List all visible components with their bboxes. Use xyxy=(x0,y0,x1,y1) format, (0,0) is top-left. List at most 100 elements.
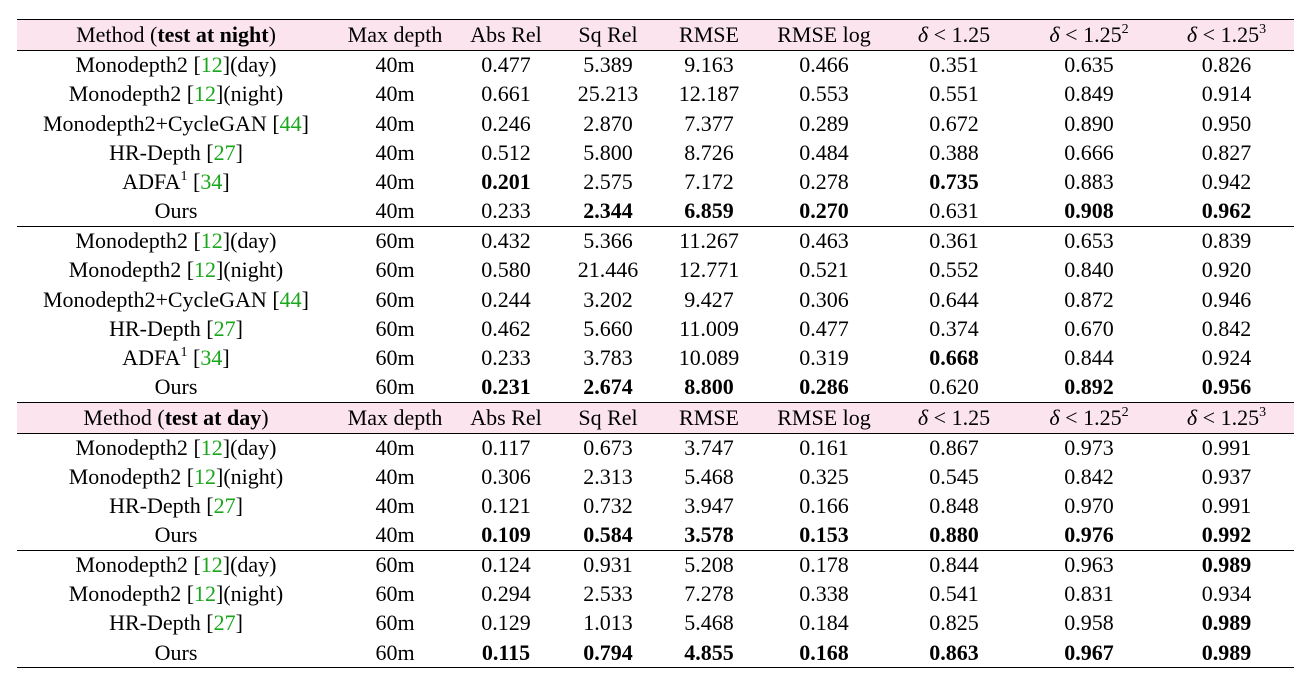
metric-value: 0.653 xyxy=(1064,228,1114,254)
metric-value: 0.989 xyxy=(1201,552,1252,578)
metric-value: 0.735 xyxy=(929,169,979,195)
metric-value: 25.213 xyxy=(577,81,639,107)
metric-value: 12.771 xyxy=(678,257,740,283)
metric-value: 0.914 xyxy=(1201,81,1252,107)
metric-value: 6.859 xyxy=(684,198,734,224)
method-cell: HR-Depth [27] xyxy=(109,493,243,519)
rmse-cell: 7.172 xyxy=(659,168,759,197)
max-depth-cell: 40m xyxy=(375,110,415,136)
rmse-log-cell: 0.289 xyxy=(759,109,889,138)
metric-value: 5.468 xyxy=(684,610,734,636)
metric-value: 0.115 xyxy=(481,639,531,665)
delta-symbol: δ xyxy=(917,404,929,430)
metric-value: 0.967 xyxy=(1064,639,1114,665)
metric-value: 2.870 xyxy=(583,110,633,136)
method-cell: Monodepth2 [12](night) xyxy=(68,257,284,283)
max-depth-cell: 60m xyxy=(375,228,415,254)
method-variant: (day) xyxy=(230,52,277,78)
method-cell: Monodepth2+CycleGAN [44] xyxy=(43,110,309,136)
metric-value: 0.635 xyxy=(1064,52,1114,78)
delta3-cell: 0.924 xyxy=(1159,343,1294,372)
delta2-cell: 0.976 xyxy=(1019,521,1159,550)
method-cell: ADFA1 [34] xyxy=(122,169,230,195)
test-condition-label: test at night xyxy=(157,22,269,47)
delta1-cell: 0.545 xyxy=(889,462,1019,491)
sq-rel-cell: 0.794 xyxy=(557,638,659,667)
method-cell: ADFA1 [34] xyxy=(122,345,230,371)
metric-value: 0.661 xyxy=(481,81,531,107)
table-row: HR-Depth [27] 60m 0.462 5.660 11.009 0.477 0.3… xyxy=(17,314,1294,343)
method-cell: HR-Depth [27] xyxy=(109,140,243,166)
abs-rel-cell: 0.477 xyxy=(455,51,557,80)
method-header: Method (test at night) xyxy=(17,20,335,51)
delta-exponent: 3 xyxy=(1259,22,1267,37)
method-cell: Ours xyxy=(17,373,335,402)
citation-link: 34 xyxy=(200,345,223,371)
rmse-cell: 12.771 xyxy=(659,256,759,285)
metric-value: 10.089 xyxy=(678,345,740,371)
metric-value: 0.920 xyxy=(1201,257,1252,283)
delta1-cell: 0.672 xyxy=(889,109,1019,138)
abs-rel-cell: 0.201 xyxy=(455,168,557,197)
metric-value: 0.129 xyxy=(481,610,531,636)
metric-value: 0.673 xyxy=(583,434,633,460)
citation-link: 12 xyxy=(200,552,223,578)
rmse-log-cell: 0.521 xyxy=(759,256,889,285)
results-table-body: Method (test at night) Max depth Abs Rel Sq… xyxy=(17,19,1294,668)
rmse-cell: 5.208 xyxy=(659,550,759,579)
metric-value: 0.946 xyxy=(1201,286,1252,312)
delta2-cell: 0.635 xyxy=(1019,51,1159,80)
method-cell: Monodepth2 [12](day) xyxy=(75,52,277,78)
rmse-log-cell: 0.477 xyxy=(759,314,889,343)
method-suffix: ) xyxy=(261,404,269,430)
header-row-night: Method (test at night) Max depth Abs Rel Sq… xyxy=(17,19,1294,51)
method-name: Monodepth2 xyxy=(68,81,187,107)
abs-rel-cell: 0.129 xyxy=(455,609,557,638)
citation-link: 12 xyxy=(200,228,223,254)
abs-rel-cell: 0.117 xyxy=(455,433,557,462)
method-cell: Monodepth2+CycleGAN [44] xyxy=(43,286,309,312)
metric-value: 3.202 xyxy=(583,286,633,312)
delta3-cell: 0.827 xyxy=(1159,138,1294,167)
delta1-cell: 0.551 xyxy=(889,80,1019,109)
citation-link: 27 xyxy=(213,315,236,341)
metric-value: 0.892 xyxy=(1064,374,1114,400)
delta3-cell: 0.839 xyxy=(1159,226,1294,255)
delta3-cell: 0.920 xyxy=(1159,256,1294,285)
metric-value: 0.970 xyxy=(1064,493,1114,519)
metric-value: 0.991 xyxy=(1201,493,1252,519)
metric-value: 0.124 xyxy=(481,552,531,578)
max-depth-cell: 40m xyxy=(375,493,415,519)
rmse-log-cell: 0.270 xyxy=(759,197,889,226)
rmse-log-cell: 0.178 xyxy=(759,550,889,579)
delta3-cell: 0.946 xyxy=(1159,285,1294,314)
citation-link: 12 xyxy=(200,434,223,460)
delta-symbol: δ xyxy=(1186,404,1198,430)
metric-value: 0.168 xyxy=(799,639,849,665)
metric-value: 0.670 xyxy=(1064,315,1114,341)
metric-value: 0.463 xyxy=(799,228,849,254)
delta1-cell: 0.644 xyxy=(889,285,1019,314)
abs-rel-cell: 0.306 xyxy=(455,462,557,491)
rmse-log-cell: 0.286 xyxy=(759,373,889,402)
abs-rel-cell: 0.580 xyxy=(455,256,557,285)
delta3-cell: 0.950 xyxy=(1159,109,1294,138)
delta2-cell: 0.666 xyxy=(1019,138,1159,167)
delta2-cell: 0.872 xyxy=(1019,285,1159,314)
metric-value: 0.840 xyxy=(1064,257,1114,283)
max-depth-cell: 60m xyxy=(375,581,415,607)
metric-value: 0.872 xyxy=(1064,286,1114,312)
metric-value: 0.388 xyxy=(929,140,979,166)
sq-rel-cell: 0.584 xyxy=(557,521,659,550)
metric-value: 7.278 xyxy=(684,581,734,607)
abs-rel-cell: 0.462 xyxy=(455,314,557,343)
table-row: Ours 40m 0.109 0.584 3.578 0.153 0.880 0.976 0.9… xyxy=(17,521,1294,550)
method-name: Ours xyxy=(154,522,198,548)
metric-value: 0.109 xyxy=(481,522,531,548)
metric-value: 0.827 xyxy=(1201,140,1252,166)
metric-value: 0.580 xyxy=(481,257,531,283)
metric-value: 0.361 xyxy=(929,228,979,254)
sq-rel-cell: 25.213 xyxy=(557,80,659,109)
metric-value: 0.880 xyxy=(929,522,979,548)
method-name: Monodepth2+CycleGAN xyxy=(43,286,273,312)
